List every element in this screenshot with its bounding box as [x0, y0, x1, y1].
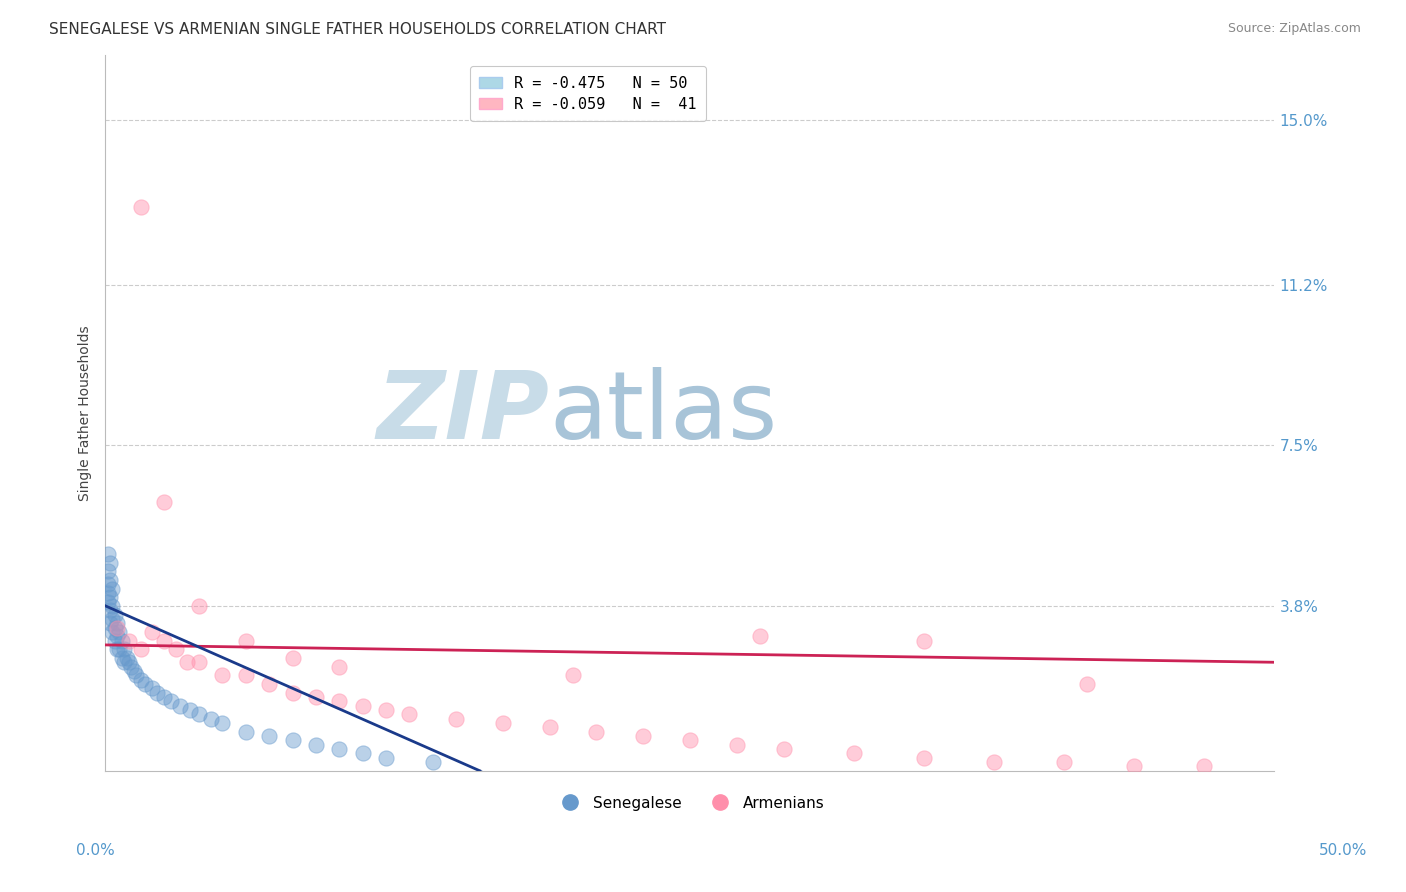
Point [115, 651, 138, 665]
Point [141, 624, 163, 639]
Point [146, 685, 169, 699]
Point [104, 621, 127, 635]
Point [375, 750, 398, 764]
Point [98, 603, 121, 617]
Point [983, 755, 1005, 769]
Point [281, 733, 304, 747]
Point [305, 738, 328, 752]
Point [153, 633, 176, 648]
Point [772, 742, 794, 756]
Point [112, 655, 135, 669]
Text: SENEGALESE VS ARMENIAN SINGLE FATHER HOUSEHOLDS CORRELATION CHART: SENEGALESE VS ARMENIAN SINGLE FATHER HOU… [49, 22, 666, 37]
Point [1194, 759, 1216, 773]
Point [257, 729, 280, 743]
Point [129, 642, 152, 657]
Point [328, 659, 350, 673]
Point [97, 564, 120, 578]
Point [129, 200, 152, 214]
Point [98, 556, 121, 570]
Point [1053, 755, 1076, 769]
Point [160, 694, 183, 708]
Point [111, 633, 134, 648]
Point [104, 607, 127, 622]
Point [235, 668, 257, 682]
Point [122, 664, 145, 678]
Point [129, 673, 152, 687]
Text: ZIP: ZIP [377, 367, 550, 458]
Point [97, 586, 120, 600]
Text: 50.0%: 50.0% [1319, 843, 1367, 858]
Point [562, 668, 585, 682]
Legend: Senegalese, Armenians: Senegalese, Armenians [548, 789, 831, 817]
Point [257, 677, 280, 691]
Point [235, 724, 257, 739]
Point [188, 655, 211, 669]
Point [169, 698, 191, 713]
Point [725, 738, 748, 752]
Point [97, 577, 120, 591]
Point [281, 651, 304, 665]
Point [118, 633, 141, 648]
Point [422, 755, 444, 769]
Point [97, 547, 120, 561]
Text: Source: ZipAtlas.com: Source: ZipAtlas.com [1227, 22, 1361, 36]
Point [97, 594, 120, 608]
Point [1123, 759, 1146, 773]
Point [153, 690, 176, 704]
Point [352, 698, 374, 713]
Point [101, 624, 124, 639]
Point [165, 642, 187, 657]
Point [98, 591, 121, 605]
Point [842, 747, 865, 761]
Point [108, 624, 131, 639]
Point [98, 573, 121, 587]
Point [105, 621, 128, 635]
Point [375, 703, 398, 717]
Point [398, 707, 420, 722]
Point [118, 655, 141, 669]
Point [125, 668, 148, 682]
Point [134, 677, 156, 691]
Point [352, 747, 374, 761]
Text: 0.0%: 0.0% [76, 843, 115, 858]
Point [749, 629, 772, 643]
Point [108, 642, 131, 657]
Point [101, 612, 124, 626]
Y-axis label: Single Father Households: Single Father Households [79, 325, 93, 500]
Point [120, 659, 142, 673]
Point [328, 694, 350, 708]
Point [211, 668, 233, 682]
Point [101, 582, 124, 596]
Point [235, 633, 257, 648]
Point [912, 633, 935, 648]
Text: atlas: atlas [550, 367, 778, 458]
Point [98, 616, 121, 631]
Point [153, 495, 176, 509]
Point [538, 720, 561, 734]
Point [200, 712, 222, 726]
Point [105, 629, 128, 643]
Point [104, 633, 127, 648]
Point [141, 681, 163, 696]
Point [305, 690, 328, 704]
Point [631, 729, 654, 743]
Point [492, 716, 515, 731]
Point [281, 685, 304, 699]
Point [111, 651, 134, 665]
Point [105, 616, 128, 631]
Point [112, 642, 135, 657]
Point [188, 599, 211, 613]
Point [585, 724, 607, 739]
Point [176, 655, 198, 669]
Point [444, 712, 467, 726]
Point [328, 742, 350, 756]
Point [179, 703, 201, 717]
Point [211, 716, 233, 731]
Point [188, 707, 211, 722]
Point [101, 599, 124, 613]
Point [105, 642, 128, 657]
Point [912, 750, 935, 764]
Point [679, 733, 702, 747]
Point [1076, 677, 1098, 691]
